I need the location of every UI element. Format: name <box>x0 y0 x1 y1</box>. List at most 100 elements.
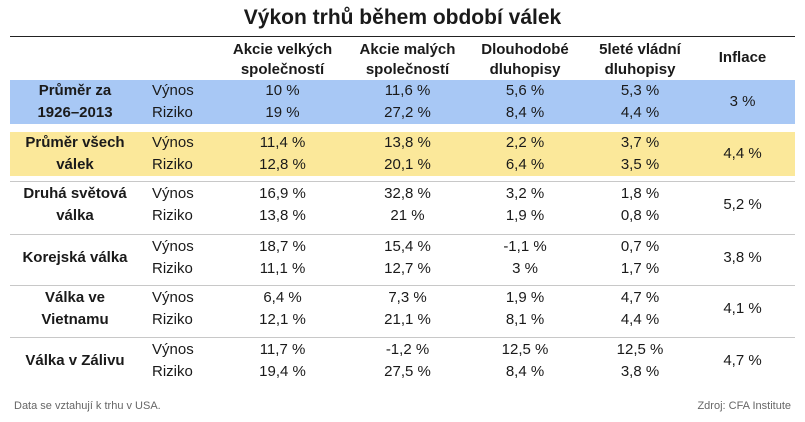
table-cell: 4,4 % <box>620 104 660 121</box>
table-cell: 32,8 % <box>384 185 431 202</box>
column-header-line: Akcie malých <box>359 41 456 58</box>
metric-label: Riziko <box>152 260 193 277</box>
metric-label: Výnos <box>152 185 194 202</box>
group-label: Průměr všech válek <box>10 132 140 176</box>
table-cell: 12,1 % <box>259 311 306 328</box>
inflation-cell: 4,4 % <box>723 145 762 162</box>
column-header-line: Inflace <box>718 49 767 66</box>
metric-label: Výnos <box>152 134 194 151</box>
table-cell: 5,3 % <box>620 82 660 99</box>
group-label: Druhá světová válka <box>10 183 140 227</box>
column-header: Dlouhodobé dluhopisy <box>470 40 580 80</box>
table-cell: 20,1 % <box>384 156 431 173</box>
table-cell: 18,7 % <box>259 238 306 255</box>
metric-label: Riziko <box>152 104 193 121</box>
table-cell: 1,7 % <box>620 260 660 277</box>
metric-label: Výnos <box>152 289 194 306</box>
table-cell: 1,9 % <box>505 207 545 224</box>
table-cell: 6,4 % <box>263 289 302 306</box>
table-cell: 19,4 % <box>259 363 306 380</box>
metric-label: Výnos <box>152 238 194 255</box>
inflation-cell: 4,7 % <box>723 352 762 369</box>
table-cell: 11,6 % <box>384 82 431 99</box>
row-separator <box>10 285 795 286</box>
row-separator <box>10 337 795 338</box>
table-cell: 3,5 % <box>620 156 660 173</box>
table-cell: -1,2 % <box>385 341 430 358</box>
table-cell: 0,8 % <box>620 207 660 224</box>
inflation-cell: 5,2 % <box>723 196 762 213</box>
group-label-line: válek <box>56 156 94 173</box>
group-label-line: 1926–2013 <box>37 104 113 121</box>
column-header-line: dluhopisy <box>604 61 676 78</box>
group-label: Válka ve Vietnamu <box>10 287 140 331</box>
group-label-line: Korejská válka <box>22 249 128 266</box>
metric-label: Výnos <box>152 82 194 99</box>
metric-label: Riziko <box>152 311 193 328</box>
group-label-line: válka <box>56 207 94 224</box>
table-cell: 13,8 % <box>259 207 306 224</box>
table-cell: 27,5 % <box>384 363 431 380</box>
table-cell: 4,7 % <box>620 289 660 306</box>
group-label-line: Vietnamu <box>41 311 109 328</box>
metric-label: Riziko <box>152 156 193 173</box>
table-cell: 12,8 % <box>259 156 306 173</box>
table-cell: 15,4 % <box>384 238 431 255</box>
row-separator <box>10 234 795 235</box>
table-cell: 6,4 % <box>505 156 545 173</box>
column-header: Inflace <box>705 48 780 68</box>
table-cell: 7,3 % <box>388 289 427 306</box>
table-cell: 11,7 % <box>259 341 306 358</box>
table-cell: -1,1 % <box>503 238 547 255</box>
column-header: Akcie velkých společností <box>220 40 345 80</box>
group-label-line: Válka ve <box>44 289 106 306</box>
table-cell: 1,9 % <box>505 289 545 306</box>
group-label-line: Průměr všech <box>25 134 125 151</box>
table-cell: 3 % <box>512 260 538 277</box>
group-label-line: Průměr za <box>38 82 112 99</box>
inflation-cell: 4,1 % <box>723 300 762 317</box>
table-cell: 3,2 % <box>505 185 545 202</box>
table-cell: 11,1 % <box>259 260 306 277</box>
table-cell: 5,6 % <box>505 82 545 99</box>
group-label-line: Druhá světová <box>23 185 127 202</box>
group-label-line: Válka v Zálivu <box>25 352 125 369</box>
footer-note: Data se vztahují k trhu v USA. <box>14 400 161 412</box>
table-cell: 11,4 % <box>259 134 306 151</box>
table-cell: 8,4 % <box>505 363 545 380</box>
table-cell: 12,7 % <box>384 260 431 277</box>
column-header: 5leté vládní dluhopisy <box>580 40 700 80</box>
column-header-line: Akcie velkých <box>232 41 333 58</box>
table-cell: 3,8 % <box>620 363 660 380</box>
table-cell: 27,2 % <box>384 104 431 121</box>
inflation-cell: 3 % <box>729 93 756 110</box>
table-cell: 10 % <box>265 82 300 99</box>
highlight-band <box>10 132 795 176</box>
column-header-line: společností <box>365 61 450 78</box>
page-title: Výkon trhů během období válek <box>243 6 562 29</box>
table-cell: 19 % <box>265 104 300 121</box>
row-separator <box>10 181 795 182</box>
table-cell: 21 % <box>390 207 425 224</box>
metric-label: Riziko <box>152 363 193 380</box>
metric-label: Výnos <box>152 341 194 358</box>
inflation-cell: 3,8 % <box>723 249 762 266</box>
title-divider <box>10 36 795 37</box>
group-label: Válka v Zálivu <box>10 350 140 372</box>
group-label: Korejská válka <box>10 247 140 269</box>
column-header-line: dluhopisy <box>489 61 561 78</box>
table-cell: 21,1 % <box>384 311 431 328</box>
table-cell: 2,2 % <box>505 134 545 151</box>
table-cell: 8,4 % <box>505 104 545 121</box>
table-cell: 0,7 % <box>620 238 660 255</box>
table-cell: 4,4 % <box>620 311 660 328</box>
group-label: Průměr za 1926–2013 <box>10 80 140 124</box>
table-cell: 12,5 % <box>616 341 664 358</box>
column-header: Akcie malých společností <box>345 40 470 80</box>
table-cell: 12,5 % <box>501 341 549 358</box>
table-cell: 3,7 % <box>620 134 660 151</box>
column-header-line: společností <box>240 61 325 78</box>
footer-source: Zdroj: CFA Institute <box>697 400 791 412</box>
metric-label: Riziko <box>152 207 193 224</box>
table-cell: 16,9 % <box>259 185 306 202</box>
